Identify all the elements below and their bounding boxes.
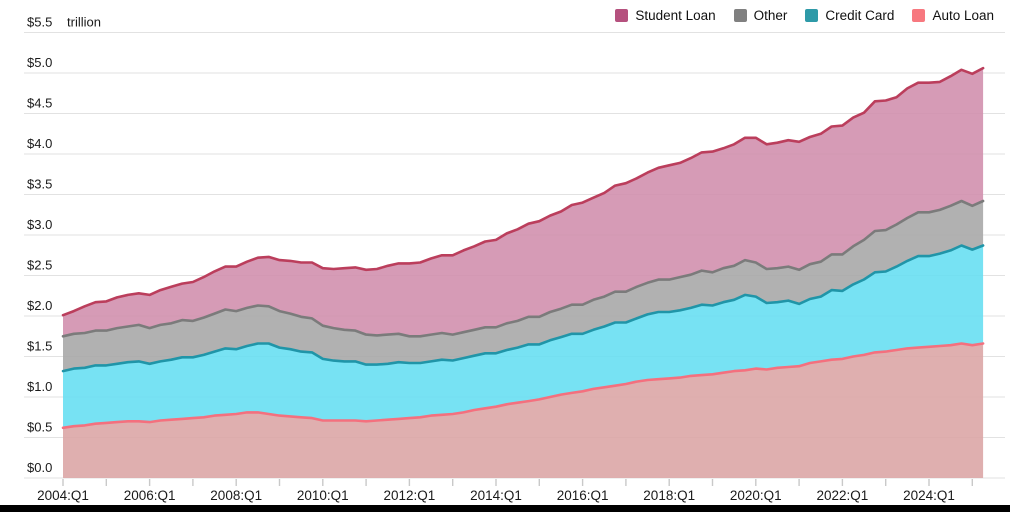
line-auto-loan xyxy=(61,342,985,430)
x-axis-label: 2010:Q1 xyxy=(297,488,349,503)
x-axis-label: 2014:Q1 xyxy=(470,488,522,503)
area-student-loan xyxy=(63,68,984,337)
x-axis-label: 2004:Q1 xyxy=(37,488,89,503)
legend-swatch-credit-card xyxy=(805,9,819,22)
y-axis-label: $2.0 xyxy=(27,298,52,313)
area-other xyxy=(63,201,984,372)
y-axis-label: $0.5 xyxy=(27,420,52,435)
legend-item-credit-card: Credit Card xyxy=(805,8,894,23)
x-axis-label: 2012:Q1 xyxy=(384,488,436,503)
y-axis-label: $3.0 xyxy=(27,217,52,232)
area-credit-card xyxy=(63,245,984,428)
legend-label: Student Loan xyxy=(635,8,716,23)
y-axis-label: $5.5 xyxy=(27,15,52,30)
area-auto-loan xyxy=(63,343,984,478)
y-axis-label: $2.5 xyxy=(27,258,52,273)
x-axis-label: 2022:Q1 xyxy=(817,488,869,503)
legend-swatch-student-loan xyxy=(615,9,629,22)
y-axis-label: $0.0 xyxy=(27,460,52,475)
bottom-black-bar xyxy=(0,505,1010,512)
legend-swatch-auto-loan xyxy=(912,9,926,22)
legend-swatch-other xyxy=(733,9,747,22)
legend-item-student-loan: Student Loan xyxy=(615,8,716,23)
y-axis-label: $1.0 xyxy=(27,379,52,394)
x-axis-label: 2006:Q1 xyxy=(124,488,176,503)
x-axis-label: 2024:Q1 xyxy=(903,488,955,503)
unit-label: trillion xyxy=(67,15,101,30)
y-axis-label: $5.0 xyxy=(27,55,52,70)
x-axis-label: 2008:Q1 xyxy=(210,488,262,503)
legend-label: Other xyxy=(753,8,788,23)
x-axis-label: 2016:Q1 xyxy=(557,488,609,503)
x-axis-label: 2020:Q1 xyxy=(730,488,782,503)
y-axis-label: $4.0 xyxy=(27,136,52,151)
x-axis-label: 2018:Q1 xyxy=(643,488,695,503)
chart-legend: Student Loan Other Credit Card Auto Loan xyxy=(615,8,994,23)
line-student-loan xyxy=(61,66,985,317)
legend-label: Credit Card xyxy=(825,8,895,23)
legend-label: Auto Loan xyxy=(932,8,994,23)
legend-item-other: Other xyxy=(733,8,788,23)
line-other xyxy=(61,199,985,338)
y-axis-label: $4.5 xyxy=(27,96,52,111)
y-axis-label: $3.5 xyxy=(27,177,52,192)
line-credit-card xyxy=(61,244,985,373)
legend-item-auto-loan: Auto Loan xyxy=(912,8,994,23)
y-axis-label: $1.5 xyxy=(27,339,52,354)
